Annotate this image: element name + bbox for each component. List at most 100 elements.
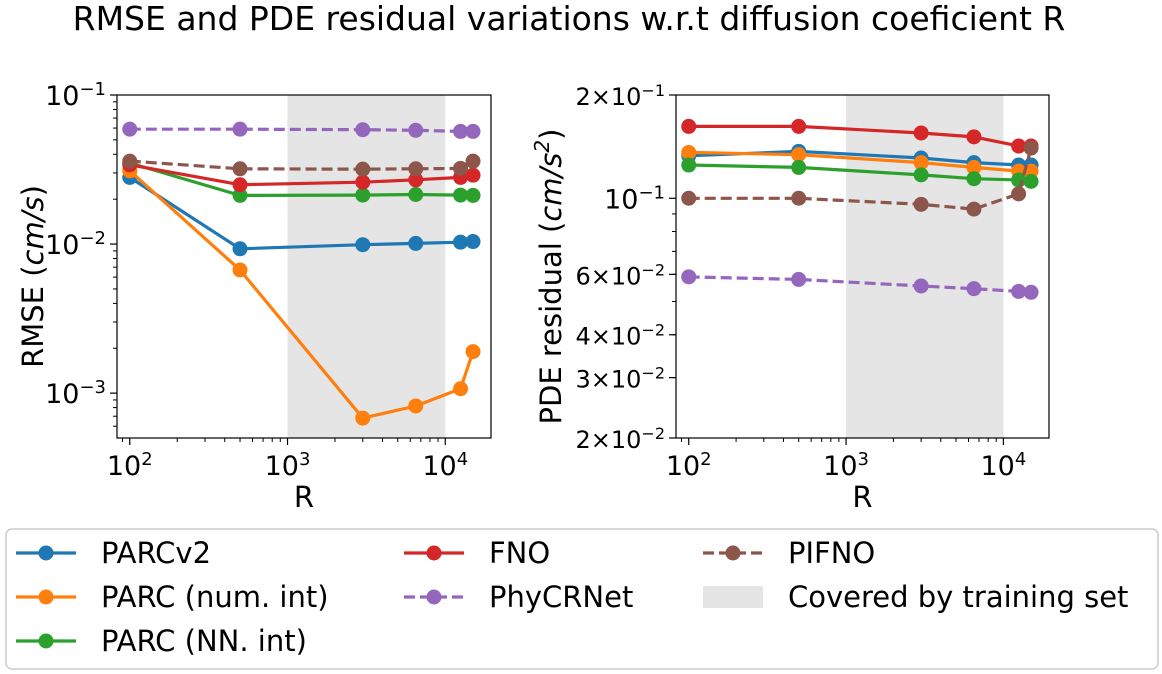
y-tick-label: 3×10−2 bbox=[575, 363, 665, 394]
ylabel-prefix: RMSE ( bbox=[16, 265, 50, 367]
series-point bbox=[355, 174, 371, 190]
series-point bbox=[355, 237, 371, 253]
series-point bbox=[232, 161, 248, 177]
series-point bbox=[122, 121, 138, 137]
series-point bbox=[465, 123, 481, 139]
x-tick-label: 103 bbox=[265, 449, 311, 483]
series-point bbox=[681, 190, 697, 206]
legend-marker bbox=[426, 589, 442, 605]
series-point bbox=[913, 278, 929, 294]
tick-base: 10 bbox=[107, 451, 141, 482]
legend-label: PARCv2 bbox=[101, 536, 211, 570]
tick-mantissa: 2× bbox=[575, 426, 610, 454]
tick-base: 10 bbox=[666, 451, 700, 482]
series-point bbox=[232, 187, 248, 203]
y-tick-label: 10−2 bbox=[45, 228, 106, 261]
plot-frame bbox=[675, 94, 1050, 439]
series-point bbox=[232, 262, 248, 278]
series-point bbox=[408, 398, 424, 414]
series-point bbox=[681, 157, 697, 173]
series-point bbox=[453, 381, 469, 397]
series-point bbox=[1023, 140, 1039, 156]
legend-label: PhyCRNet bbox=[489, 580, 633, 614]
tick-base: 10 bbox=[45, 379, 79, 410]
series-point bbox=[966, 129, 982, 145]
series-point bbox=[791, 271, 807, 287]
tick-exponent: 4 bbox=[457, 449, 468, 470]
series-point bbox=[355, 187, 371, 203]
series-point bbox=[913, 167, 929, 183]
training-region bbox=[846, 95, 1004, 438]
training-region bbox=[287, 95, 446, 438]
y-tick-label: 6×10−2 bbox=[575, 260, 665, 291]
y-tick-label: 2×10−2 bbox=[575, 424, 665, 455]
series-point bbox=[966, 281, 982, 297]
x-tick-label: 104 bbox=[422, 449, 468, 483]
y-tick-label: 4×10−2 bbox=[575, 320, 665, 351]
series-point bbox=[913, 155, 929, 171]
tick-exponent: −2 bbox=[79, 228, 106, 249]
legend-item: PIFNO bbox=[703, 536, 875, 570]
tick-base: 10 bbox=[611, 366, 642, 394]
series-point bbox=[232, 177, 248, 193]
legend: PARCv2 PARC (num. int) PARC (NN. int) FNO Ph… bbox=[5, 528, 1159, 670]
series-point bbox=[465, 344, 481, 360]
series-point bbox=[681, 118, 697, 134]
legend-item: PARC (NN. int) bbox=[16, 624, 307, 658]
series-point bbox=[681, 144, 697, 160]
series-point bbox=[408, 161, 424, 177]
tick-exponent: −1 bbox=[641, 81, 665, 100]
tick-mantissa: 2× bbox=[575, 83, 610, 111]
plot-frame bbox=[116, 94, 492, 439]
series-point bbox=[966, 201, 982, 217]
ylabel-power: 2 bbox=[530, 140, 554, 153]
series-point bbox=[791, 147, 807, 163]
x-tick-label: 102 bbox=[107, 449, 153, 483]
tick-exponent: −2 bbox=[641, 424, 665, 443]
tick-base: 10 bbox=[45, 230, 79, 261]
series-point bbox=[408, 235, 424, 251]
legend-swatch bbox=[703, 586, 763, 608]
series-point bbox=[1023, 284, 1039, 300]
legend-item: FNO bbox=[404, 536, 550, 570]
legend-label: PIFNO bbox=[788, 536, 875, 570]
tick-mantissa: 4× bbox=[575, 323, 610, 351]
tick-exponent: 4 bbox=[1015, 449, 1026, 470]
series-line bbox=[129, 159, 474, 171]
series-point bbox=[453, 234, 469, 250]
x-tick-label: 102 bbox=[666, 449, 712, 483]
legend-item: PARCv2 bbox=[16, 536, 211, 570]
pde-residual-plot: 102 103 1042×10−110−16×10−24×10−23×10−22×1… bbox=[530, 81, 1050, 514]
y-axis-label: PDE residual (cm/s2) bbox=[530, 129, 568, 425]
tick-exponent: −3 bbox=[79, 377, 106, 398]
tick-base: 10 bbox=[980, 451, 1014, 482]
ylabel-unit: cm/s bbox=[534, 153, 568, 222]
legend-marker bbox=[725, 545, 741, 561]
series-point bbox=[966, 159, 982, 175]
x-axis-label: R bbox=[852, 480, 872, 514]
series-line bbox=[688, 275, 1032, 294]
y-tick-label: 10−1 bbox=[45, 79, 106, 113]
tick-base: 10 bbox=[823, 451, 857, 482]
series-line bbox=[129, 127, 473, 133]
series-point bbox=[681, 269, 697, 285]
legend-item: PhyCRNet bbox=[404, 580, 633, 614]
tick-base: 10 bbox=[611, 83, 642, 111]
tick-exponent: 3 bbox=[858, 449, 869, 470]
series-point bbox=[232, 121, 248, 137]
tick-base: 10 bbox=[604, 184, 638, 215]
legend-item: Covered by training set bbox=[703, 580, 1128, 614]
tick-exponent: 2 bbox=[700, 449, 711, 470]
series-point bbox=[408, 122, 424, 138]
series-point bbox=[1011, 138, 1027, 154]
series-point bbox=[465, 167, 481, 183]
tick-base: 10 bbox=[45, 81, 79, 112]
series-point bbox=[465, 153, 481, 169]
x-tick-label: 104 bbox=[980, 449, 1026, 483]
y-tick-label: 2×10−1 bbox=[575, 81, 665, 112]
tick-base: 10 bbox=[422, 451, 456, 482]
tick-exponent: −1 bbox=[79, 79, 106, 100]
legend-label: FNO bbox=[489, 536, 550, 570]
